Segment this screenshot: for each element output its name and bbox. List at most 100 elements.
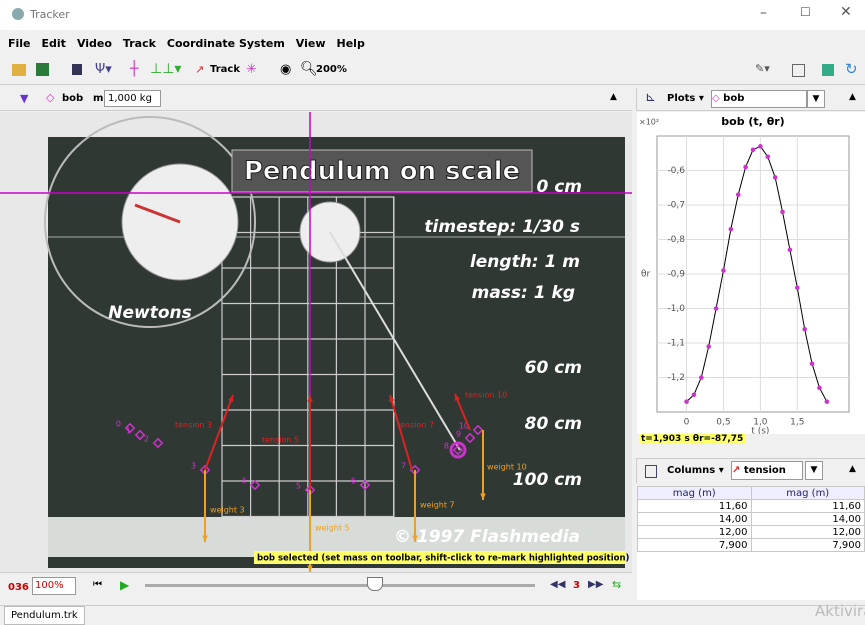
table-cell: 7,900 (751, 539, 865, 552)
x-axis-label: t (s) (751, 427, 769, 435)
columns-button[interactable]: Columns ▾ (667, 465, 724, 476)
title-bar: Tracker – ☐ ✕ (0, 0, 865, 30)
collapse-icon[interactable]: ▲ (849, 92, 856, 102)
y-axis-label: θr (641, 270, 651, 280)
table-track-select[interactable]: ↗ tension (731, 461, 803, 480)
app-icon (12, 8, 24, 20)
minimize-button[interactable]: – (760, 5, 767, 21)
y-tick-label: -1,2 (667, 373, 685, 383)
file-tab[interactable]: Pendulum.trk (4, 606, 85, 625)
track-bar: ▼ ◇ bob m 1,000 kg ▲ (0, 88, 632, 111)
trail-icon[interactable]: ✳ (246, 62, 257, 77)
open-icon[interactable] (12, 64, 26, 76)
track-icon[interactable]: ↗ (195, 63, 204, 76)
menu-item[interactable]: Edit (42, 37, 66, 50)
collapse-icon[interactable]: ▲ (849, 464, 856, 474)
step-back-button[interactable]: ◀◀ (550, 579, 565, 590)
data-point (825, 399, 830, 404)
calibration-icon[interactable]: Ψ▾ (95, 62, 112, 77)
column-header: mag (m) (751, 487, 865, 500)
menu-item[interactable]: Video (77, 37, 112, 50)
tension-label: tension 10 (465, 391, 507, 400)
table-cell: 12,00 (638, 526, 752, 539)
y-tick-label: -1,0 (667, 304, 685, 314)
step-label: 0 (116, 420, 121, 429)
footer: Pendulum.trk Aktivirai (0, 605, 865, 624)
x-tick-label: 1,5 (790, 418, 804, 428)
menu-item[interactable]: Help (337, 37, 365, 50)
library-icon[interactable] (822, 64, 834, 76)
play-button[interactable]: ▶ (120, 578, 129, 592)
step-label: 6 (351, 477, 356, 486)
bob-icon: ◇ (712, 93, 723, 104)
video-text: Newtons (108, 303, 192, 323)
collapse-icon[interactable]: ▲ (610, 92, 617, 102)
track-button[interactable]: Track (210, 64, 240, 75)
close-button[interactable]: ✕ (840, 4, 852, 20)
table-row: 11,6011,60 (638, 500, 865, 513)
video-text: © 1997 Flashmedia (394, 527, 580, 547)
table-bar: Columns ▾ ↗ tension ▼ ▲ (636, 458, 865, 483)
data-point (729, 227, 734, 232)
step-forward-button[interactable]: ▶▶ (588, 579, 603, 590)
step-label: 1 (126, 427, 131, 436)
menu-item[interactable]: Coordinate System (167, 37, 285, 50)
data-point (802, 327, 807, 332)
axes-icon[interactable]: ┼ (130, 61, 138, 77)
refresh-icon[interactable]: ↻ (845, 60, 858, 78)
menu-bar: File Edit Video Track Coordinate System View H… (8, 37, 858, 53)
tension-label: tension 3 (175, 421, 212, 430)
data-point (692, 392, 697, 397)
slider-thumb[interactable] (367, 577, 383, 591)
header-row: mag (m)mag (m) (638, 487, 865, 500)
weight-label: weight 10 (487, 463, 527, 472)
step-label: 3 (191, 462, 196, 471)
table-track-dropdown[interactable]: ▼ (805, 461, 823, 480)
rate-field[interactable]: 100% (32, 577, 76, 595)
clip-icon[interactable] (72, 64, 82, 75)
pencil-icon[interactable]: ✎▾ (755, 62, 770, 75)
columns-label: Columns (667, 465, 715, 476)
menu-item[interactable]: File (8, 37, 31, 50)
plot-track-dropdown[interactable]: ▼ (807, 90, 825, 108)
notes-icon[interactable] (792, 64, 805, 77)
video-text: length: 1 m (470, 252, 580, 272)
data-point (810, 361, 815, 366)
track-name[interactable]: bob (62, 93, 83, 104)
data-point (751, 148, 756, 153)
weight-label: weight 5 (315, 524, 350, 533)
menu-item[interactable]: View (296, 37, 326, 50)
toolbar: Ψ▾ ┼ ⊥⊥▾ ↗ Track ✳ ◉ 🔍︎ 200% ✎▾ ↻ (0, 58, 865, 85)
slider-track[interactable] (145, 584, 535, 587)
app: Tracker – ☐ ✕ File Edit Video Track Coordina… (0, 0, 865, 623)
plot-icon: ⊾ (645, 90, 656, 105)
step-label: 8 (444, 442, 449, 451)
data-table: mag (m)mag (m)11,6011,6014,0014,0012,001… (637, 486, 865, 552)
loop-button[interactable]: ⇆ (612, 578, 621, 591)
watermark: Aktivirai (815, 602, 865, 620)
plot-track-select[interactable]: ◇ bob (711, 90, 807, 108)
y-tick-label: -0,6 (667, 166, 685, 176)
track-menu-icon[interactable]: ▼ (20, 92, 28, 105)
data-point (736, 192, 741, 197)
weight-label: weight 7 (420, 501, 455, 510)
data-point (817, 386, 822, 391)
x-tick-label: 0 (684, 418, 690, 428)
table-area: mag (m)mag (m)11,6011,6014,0014,0012,001… (637, 486, 865, 600)
save-icon[interactable] (36, 63, 49, 76)
data-point (780, 210, 785, 215)
zoom-level[interactable]: 200% (316, 64, 347, 75)
tension-icon: ↗ (732, 465, 744, 476)
reset-button[interactable]: ⏮ (93, 579, 102, 590)
mass-field[interactable]: 1,000 kg (104, 90, 161, 107)
plots-button[interactable]: Plots ▾ (667, 93, 704, 104)
video-text: 0 cm (536, 177, 582, 197)
menu-item[interactable]: Track (123, 37, 156, 50)
maximize-button[interactable]: ☐ (800, 5, 811, 19)
visibility-icon[interactable]: ◉ (280, 62, 291, 77)
step-size[interactable]: 3 (573, 580, 580, 591)
coords-icon[interactable]: ⊥⊥▾ (150, 61, 181, 77)
tension-label: tension 5 (262, 436, 299, 445)
